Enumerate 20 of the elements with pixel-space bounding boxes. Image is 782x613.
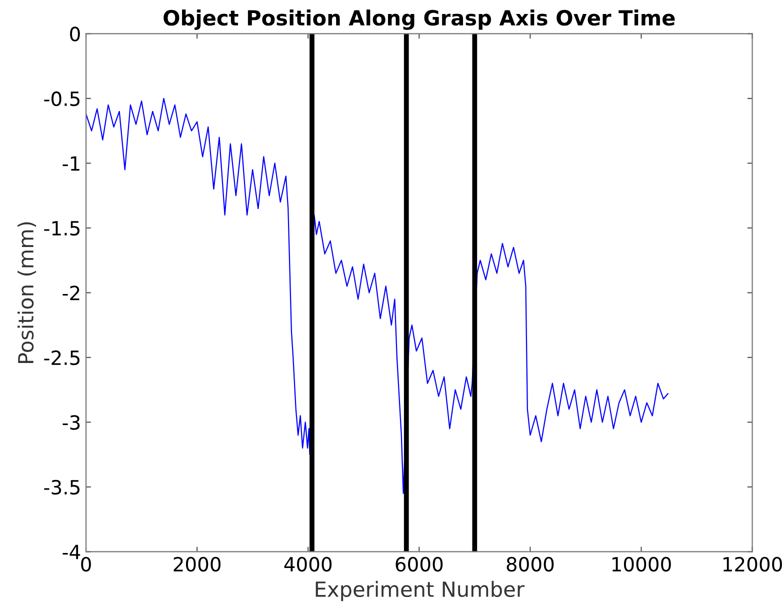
y-tick-label: -3 (62, 415, 80, 430)
x-tick-label: 6000 (396, 556, 443, 572)
x-tick-label: 8000 (506, 556, 554, 572)
y-tick-label: 0 (70, 26, 80, 42)
y-tick-label: -2.5 (44, 350, 80, 366)
x-tick-label: 2000 (174, 556, 221, 572)
x-tick-label: 4000 (284, 556, 332, 572)
x-tick-label: 10000 (612, 556, 671, 572)
y-tick-label: -4 (62, 544, 80, 560)
y-tick-label: -3.5 (44, 480, 80, 495)
y-tick-label: -1.5 (44, 221, 80, 236)
y-axis-title: Position (mm) (18, 222, 36, 363)
chart-title: Object Position Along Grasp Axis Over Time (164, 10, 675, 30)
y-tick-label: -0.5 (44, 91, 80, 106)
y-tick-label: -2 (62, 286, 80, 300)
x-axis-title: Experiment Number (316, 580, 524, 602)
y-tick-label: -1 (62, 156, 80, 171)
x-tick-label: 0 (81, 556, 91, 572)
line-series (86, 98, 668, 494)
x-tick-label: 12000 (723, 556, 782, 572)
